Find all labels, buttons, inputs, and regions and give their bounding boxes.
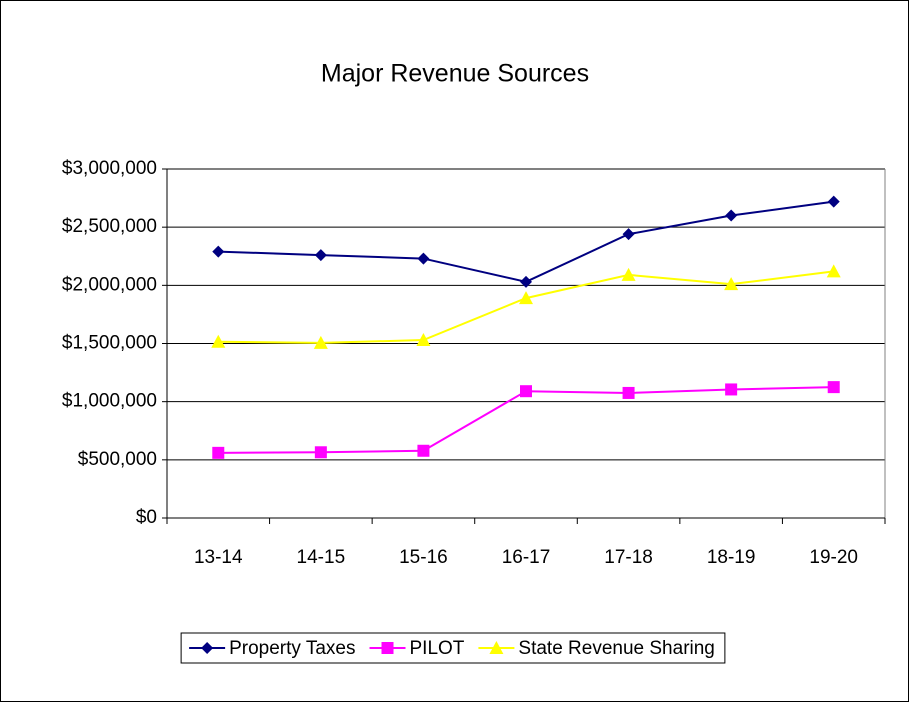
- y-tick-label: $1,000,000: [62, 391, 157, 412]
- x-tick-label: 19-20: [809, 547, 858, 568]
- data-point: [622, 386, 635, 399]
- data-point: [417, 444, 430, 457]
- x-tick-label: 13-14: [194, 547, 243, 568]
- data-point: [416, 333, 431, 347]
- legend-label: PILOT: [410, 638, 465, 659]
- legend-marker: [201, 642, 214, 654]
- data-point: [211, 334, 226, 348]
- data-point: [212, 446, 225, 459]
- data-point: [520, 275, 532, 288]
- data-point: [725, 209, 738, 222]
- data-point: [827, 381, 840, 394]
- data-point: [826, 264, 841, 278]
- y-tick-label: $500,000: [78, 449, 157, 470]
- y-tick-label: $0: [136, 507, 157, 528]
- data-point: [519, 291, 533, 305]
- y-tick-label: $1,500,000: [62, 333, 157, 354]
- x-tick-label: 17-18: [604, 547, 653, 568]
- y-tick-label: $3,000,000: [62, 158, 157, 179]
- legend-label: Property Taxes: [229, 638, 355, 659]
- data-point: [314, 446, 327, 459]
- legend-label: State Revenue Sharing: [518, 638, 714, 659]
- data-point: [621, 267, 636, 281]
- x-tick-label: 15-16: [399, 547, 448, 568]
- data-point: [520, 385, 532, 398]
- legend-marker: [489, 641, 504, 654]
- data-point: [212, 245, 225, 258]
- data-point: [314, 249, 327, 262]
- chart-title: Major Revenue Sources: [321, 60, 589, 88]
- x-tick-label: 18-19: [707, 547, 756, 568]
- legend-marker: [381, 642, 394, 654]
- data-point: [725, 383, 738, 396]
- data-point: [622, 228, 635, 241]
- y-tick-label: $2,000,000: [62, 274, 157, 295]
- x-tick-label: 16-17: [502, 547, 551, 568]
- y-tick-label: $2,500,000: [62, 216, 157, 237]
- data-point: [313, 335, 328, 349]
- data-point: [417, 252, 430, 265]
- x-tick-label: 14-15: [297, 547, 346, 568]
- data-point: [827, 195, 840, 208]
- legend-box: [180, 632, 726, 664]
- data-point: [724, 277, 739, 291]
